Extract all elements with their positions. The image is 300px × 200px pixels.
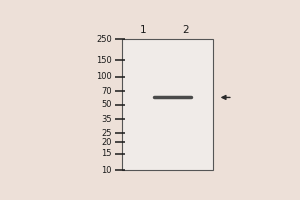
Text: 50: 50	[101, 100, 112, 109]
Text: 20: 20	[101, 138, 112, 147]
Text: 15: 15	[101, 149, 112, 158]
Text: 250: 250	[96, 35, 112, 44]
Text: 100: 100	[96, 72, 112, 81]
Text: 1: 1	[140, 25, 147, 35]
Bar	[122, 39, 213, 170]
Text: 25: 25	[101, 129, 112, 138]
Text: 70: 70	[101, 87, 112, 96]
Text: 150: 150	[96, 56, 112, 65]
Text: 2: 2	[182, 25, 188, 35]
Text: 10: 10	[101, 166, 112, 175]
Text: 35: 35	[101, 115, 112, 124]
